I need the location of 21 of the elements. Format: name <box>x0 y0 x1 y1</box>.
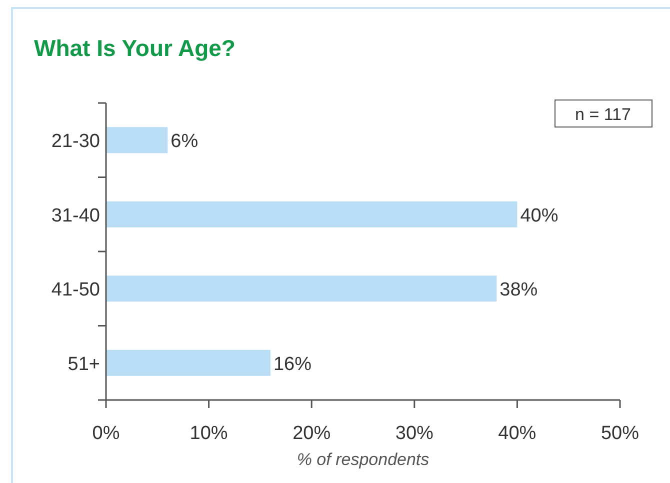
chart-title: What Is Your Age? <box>34 35 236 61</box>
x-tick-label: 50% <box>600 423 640 444</box>
annotation: n = 117 <box>575 105 631 124</box>
x-axis-title: % of respondents <box>296 450 430 469</box>
y-tick-label: 21-30 <box>51 131 100 152</box>
bar <box>106 276 497 302</box>
y-tick-label: 51+ <box>68 354 100 375</box>
data-label: 40% <box>520 205 558 226</box>
bar <box>106 127 168 154</box>
bar <box>106 201 518 228</box>
data-label: 38% <box>500 280 538 301</box>
x-tick-label: 10% <box>190 423 228 444</box>
y-tick-label: 41-50 <box>51 280 100 301</box>
x-tick-label: 30% <box>395 423 434 444</box>
data-label: 6% <box>170 131 198 152</box>
data-label: 16% <box>273 354 312 375</box>
x-tick-label: 20% <box>292 423 331 444</box>
x-tick-label: 40% <box>498 423 536 444</box>
bar <box>106 350 270 376</box>
y-tick-label: 31-40 <box>51 205 100 226</box>
x-tick-label: 0% <box>92 423 120 444</box>
